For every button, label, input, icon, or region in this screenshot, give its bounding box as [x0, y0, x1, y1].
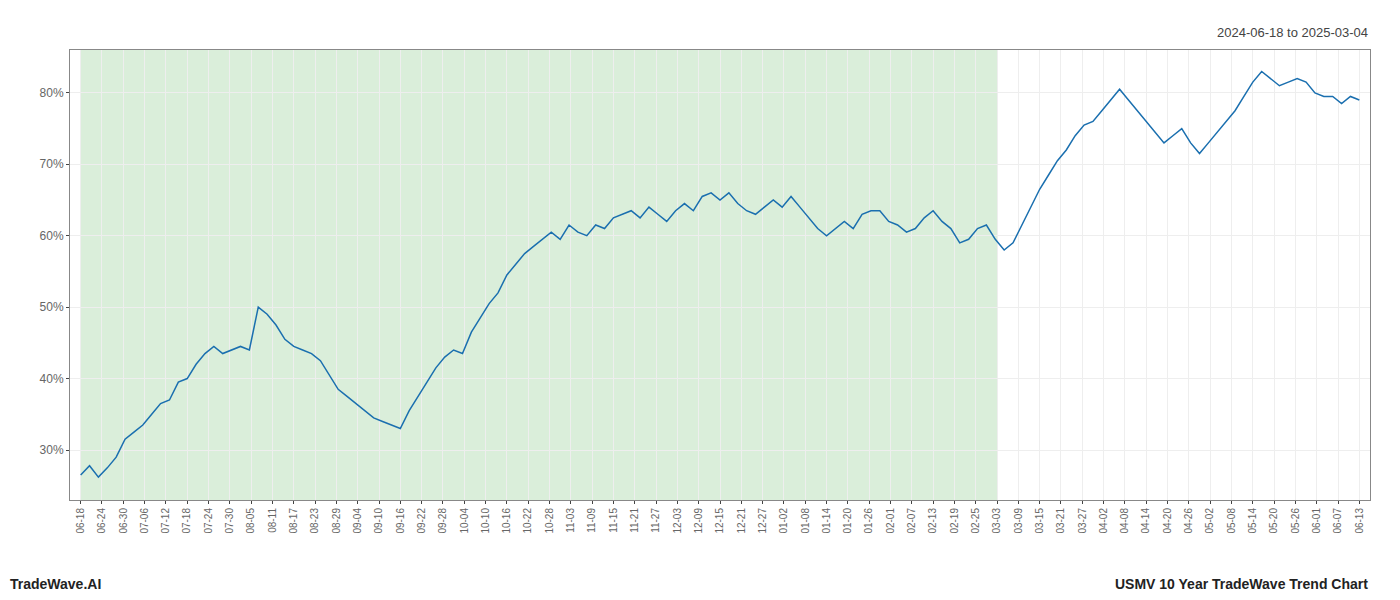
svg-text:05-26: 05-26 — [1290, 508, 1301, 534]
svg-text:12-09: 12-09 — [693, 508, 704, 534]
svg-text:80%: 80% — [40, 86, 64, 100]
svg-text:05-14: 05-14 — [1247, 508, 1258, 534]
svg-text:10-22: 10-22 — [522, 508, 533, 534]
svg-text:02-19: 02-19 — [949, 508, 960, 534]
svg-text:11-27: 11-27 — [650, 508, 661, 533]
svg-text:TradeWave.AI: TradeWave.AI — [10, 576, 101, 592]
svg-text:07-06: 07-06 — [139, 508, 150, 534]
svg-text:01-14: 01-14 — [821, 508, 832, 534]
svg-text:07-18: 07-18 — [181, 508, 192, 534]
svg-text:08-05: 08-05 — [245, 508, 256, 534]
svg-text:09-28: 09-28 — [437, 508, 448, 534]
svg-text:12-03: 12-03 — [672, 508, 683, 534]
svg-text:10-10: 10-10 — [480, 508, 491, 534]
svg-text:10-28: 10-28 — [544, 508, 555, 534]
svg-text:04-02: 04-02 — [1098, 508, 1109, 534]
svg-text:50%: 50% — [40, 300, 64, 314]
svg-text:06-18: 06-18 — [75, 508, 86, 534]
svg-text:09-04: 09-04 — [352, 508, 363, 534]
svg-text:02-07: 02-07 — [906, 508, 917, 534]
svg-text:06-07: 06-07 — [1332, 508, 1343, 534]
svg-text:06-30: 06-30 — [118, 508, 129, 534]
svg-text:30%: 30% — [40, 443, 64, 457]
svg-text:40%: 40% — [40, 372, 64, 386]
svg-text:11-09: 11-09 — [586, 508, 597, 533]
svg-text:06-24: 06-24 — [96, 508, 107, 534]
svg-text:07-24: 07-24 — [203, 508, 214, 534]
svg-text:07-30: 07-30 — [224, 508, 235, 534]
svg-text:08-17: 08-17 — [288, 508, 299, 534]
svg-text:05-02: 05-02 — [1204, 508, 1215, 534]
svg-text:02-13: 02-13 — [927, 508, 938, 534]
svg-text:10-16: 10-16 — [501, 508, 512, 534]
svg-text:01-26: 01-26 — [863, 508, 874, 534]
svg-text:04-08: 04-08 — [1119, 508, 1130, 534]
svg-text:09-10: 09-10 — [373, 508, 384, 534]
svg-text:04-14: 04-14 — [1140, 508, 1151, 534]
svg-text:12-27: 12-27 — [757, 508, 768, 534]
svg-text:12-21: 12-21 — [736, 508, 747, 534]
svg-text:02-25: 02-25 — [970, 508, 981, 534]
svg-text:04-20: 04-20 — [1162, 508, 1173, 534]
svg-text:08-23: 08-23 — [309, 508, 320, 534]
svg-text:01-20: 01-20 — [842, 508, 853, 534]
svg-text:60%: 60% — [40, 229, 64, 243]
svg-text:11-15: 11-15 — [608, 508, 619, 533]
svg-text:08-11: 08-11 — [267, 508, 278, 533]
svg-text:03-27: 03-27 — [1077, 508, 1088, 534]
svg-text:12-15: 12-15 — [714, 508, 725, 534]
svg-text:03-03: 03-03 — [991, 508, 1002, 534]
svg-text:05-08: 05-08 — [1226, 508, 1237, 534]
svg-text:06-13: 06-13 — [1354, 508, 1365, 534]
svg-text:01-02: 01-02 — [778, 508, 789, 534]
svg-text:03-09: 03-09 — [1013, 508, 1024, 534]
svg-text:06-01: 06-01 — [1311, 508, 1322, 534]
svg-text:04-26: 04-26 — [1183, 508, 1194, 534]
svg-text:10-04: 10-04 — [459, 508, 470, 534]
svg-text:03-21: 03-21 — [1055, 508, 1066, 534]
svg-text:2024-06-18 to 2025-03-04: 2024-06-18 to 2025-03-04 — [1217, 25, 1368, 40]
svg-text:09-16: 09-16 — [395, 508, 406, 534]
svg-text:02-01: 02-01 — [885, 508, 896, 534]
svg-text:11-21: 11-21 — [629, 508, 640, 533]
svg-text:09-22: 09-22 — [416, 508, 427, 534]
svg-text:70%: 70% — [40, 157, 64, 171]
svg-text:USMV 10 Year TradeWave Trend C: USMV 10 Year TradeWave Trend Chart — [1115, 576, 1368, 592]
svg-text:11-03: 11-03 — [565, 508, 576, 533]
svg-text:08-29: 08-29 — [331, 508, 342, 534]
svg-text:01-08: 01-08 — [800, 508, 811, 534]
svg-text:07-12: 07-12 — [160, 508, 171, 534]
svg-text:03-15: 03-15 — [1034, 508, 1045, 534]
svg-text:05-20: 05-20 — [1268, 508, 1279, 534]
